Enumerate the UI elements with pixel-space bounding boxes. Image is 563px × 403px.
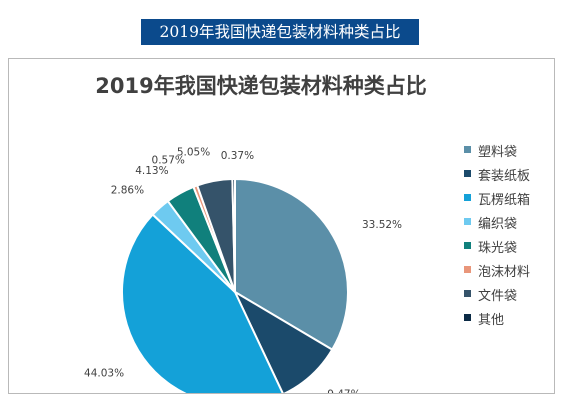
data-label-6: 0.57% (152, 155, 185, 167)
legend-swatch-6 (464, 266, 471, 273)
legend-label-8: 其他 (478, 313, 504, 328)
pie-slices (120, 177, 349, 393)
pie-data-labels: 33.52% 9.47% 44.03% 2.86% 4.13%0.57%5.05% 0.3… (84, 146, 402, 393)
chart-title: 2019年我国快递包装材料种类占比 (95, 74, 426, 98)
data-label-2: 9.47% (327, 388, 360, 393)
legend-label-5: 珠光袋 (478, 241, 517, 256)
pie-chart: 2019年我国快递包装材料种类占比 33.52% 9.47% 44.03% 2.86%… (84, 74, 530, 393)
pie-slice-2 (232, 289, 334, 393)
legend-label-3: 瓦楞纸箱 (478, 192, 530, 208)
legend-label-1: 塑料袋 (478, 145, 517, 160)
legend-swatch-1 (464, 146, 471, 153)
chart-frame: 2019年我国快递包装材料种类占比 33.52% 9.47% 44.03% 2.86%… (8, 58, 555, 394)
data-label-5: 4.13% (135, 165, 168, 177)
legend-label-2: 套装纸板 (478, 168, 530, 184)
header-banner: 2019年我国快递包装材料种类占比 (141, 19, 419, 45)
data-label-3: 44.03% (84, 368, 124, 380)
data-label-8: 0.37% (221, 150, 254, 162)
legend-swatch-8 (464, 314, 471, 321)
legend-label-6: 泡沫材料 (478, 265, 530, 280)
legend-label-7: 文件袋 (478, 289, 517, 304)
pie-slice-1 (234, 177, 349, 352)
pie-slice-3 (120, 213, 284, 393)
legend-swatch-2 (464, 170, 471, 177)
data-label-4: 2.86% (111, 185, 144, 197)
legend-swatch-5 (464, 242, 471, 249)
legend-swatch-4 (464, 218, 471, 225)
legend-swatch-7 (464, 290, 471, 297)
data-label-7: 5.05% (177, 146, 210, 158)
legend-label-4: 编织袋 (478, 217, 517, 232)
legend-swatch-3 (464, 194, 471, 201)
data-label-1: 33.52% (362, 219, 402, 231)
pie-slice-8 (231, 177, 236, 293)
